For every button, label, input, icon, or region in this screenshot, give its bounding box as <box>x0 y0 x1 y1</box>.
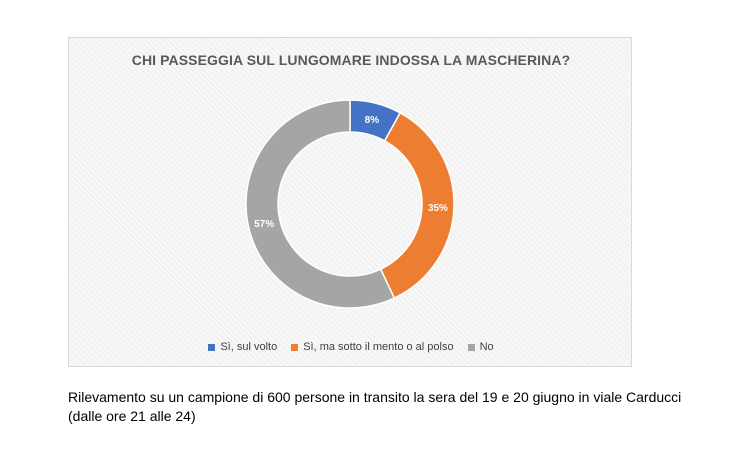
slice-no <box>245 99 396 309</box>
caption-line-1: Rilevamento su un campione di 600 person… <box>68 389 682 405</box>
legend-label: Sì, sul volto <box>220 341 278 353</box>
donut-chart: 8% 35% 57% <box>245 99 455 309</box>
data-label-si-sul-volto: 8% <box>365 115 380 126</box>
caption: Rilevamento su un campione di 600 person… <box>68 388 738 426</box>
legend-label: Sì, ma sotto il mento o al polso <box>303 341 454 353</box>
legend-item-si-sotto-mento: Sì, ma sotto il mento o al polso <box>291 341 454 353</box>
chart-area: CHI PASSEGGIA SUL LUNGOMARE INDOSSA LA M… <box>68 37 632 367</box>
data-label-si-sotto-mento: 35% <box>428 203 448 214</box>
legend-label: No <box>479 341 494 353</box>
legend-item-no: No <box>467 341 494 353</box>
chart-legend: Sì, sul volto Sì, ma sotto il mento o al… <box>69 341 633 353</box>
legend-item-si-sul-volto: Sì, sul volto <box>208 341 277 353</box>
legend-swatch-blue <box>208 343 216 351</box>
legend-swatch-gray <box>467 343 475 351</box>
chart-title: CHI PASSEGGIA SUL LUNGOMARE INDOSSA LA M… <box>131 52 571 68</box>
caption-line-2: (dalle ore 21 alle 24) <box>68 408 196 424</box>
data-label-no: 57% <box>254 219 274 230</box>
legend-swatch-orange <box>291 343 299 351</box>
